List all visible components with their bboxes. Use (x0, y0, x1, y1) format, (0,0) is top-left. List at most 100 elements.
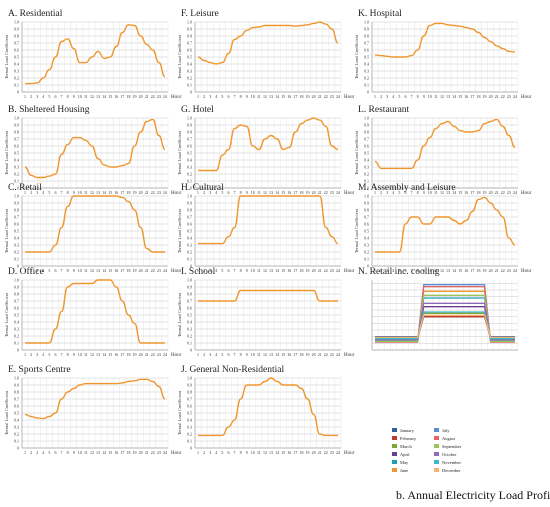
y-tick-label: 0.3 (364, 165, 369, 170)
x-tick-label: 19 (483, 268, 487, 273)
y-tick-label: 1.0 (364, 194, 369, 199)
y-tick-label: 0.2 (14, 250, 19, 255)
legend-label: March (400, 444, 412, 449)
x-tick-label: 4 (392, 190, 394, 195)
x-tick-label: 6 (227, 94, 229, 99)
x-tick-label: 13 (446, 94, 450, 99)
series-line (375, 294, 515, 342)
x-tick-label: 5 (48, 268, 50, 273)
x-tick-label: 9 (73, 268, 75, 273)
x-tick-label: 24 (336, 352, 340, 357)
x-tick-label: 15 (281, 268, 285, 273)
y-tick-label: 0.9 (187, 383, 192, 388)
x-tick-label: 8 (240, 94, 242, 99)
y-tick-label: 0.5 (364, 151, 369, 156)
x-tick-label: 6 (54, 352, 56, 357)
x-tick-label: 19 (133, 352, 137, 357)
y-tick-label: 0 (367, 186, 369, 191)
y-tick-label: 0.9 (14, 123, 19, 128)
x-tick-label: 4 (215, 268, 217, 273)
x-tick-label: 5 (398, 94, 400, 99)
x-tick-label: 21 (145, 268, 149, 273)
x-tick-label: 18 (126, 268, 130, 273)
chart-panel: H. Cultural00.10.20.30.40.50.60.70.80.91… (177, 183, 355, 274)
y-tick-label: 1.0 (187, 194, 192, 199)
y-tick-label: 0.5 (187, 151, 192, 156)
x-tick-label: 12 (263, 190, 267, 195)
legend-label: June (400, 468, 408, 473)
x-axis-label: Hour (344, 353, 355, 358)
x-tick-label: 12 (263, 268, 267, 273)
y-tick-label: 0.3 (364, 243, 369, 248)
y-tick-label: 0.4 (364, 62, 369, 67)
y-tick-label: 0 (190, 348, 192, 353)
x-tick-label: 17 (470, 190, 474, 195)
x-tick-label: 3 (386, 94, 388, 99)
x-tick-label: 16 (114, 352, 118, 357)
x-tick-label: 1 (24, 94, 26, 99)
y-tick-label: 0.2 (187, 432, 192, 437)
y-tick-label: 1.0 (14, 194, 19, 199)
x-tick-label: 4 (215, 190, 217, 195)
x-tick-label: 15 (281, 94, 285, 99)
x-tick-label: 15 (458, 190, 462, 195)
y-tick-label: 0.9 (14, 285, 19, 290)
x-tick-label: 6 (227, 450, 229, 455)
x-tick-label: 9 (423, 268, 425, 273)
x-tick-label: 10 (251, 352, 255, 357)
y-tick-label: 0.1 (187, 83, 192, 88)
y-tick-label: 0 (17, 446, 19, 451)
panel-title: L. Restaurant (358, 105, 410, 115)
x-tick-label: 5 (398, 190, 400, 195)
panel-title: A. Residential (8, 9, 63, 19)
x-tick-label: 16 (287, 268, 291, 273)
y-tick-label: 0.2 (187, 334, 192, 339)
x-tick-label: 1 (24, 190, 26, 195)
x-tick-label: 11 (84, 94, 88, 99)
series-line (198, 195, 339, 245)
y-tick-label: 0.3 (187, 425, 192, 430)
x-tick-label: 2 (380, 268, 382, 273)
y-tick-label: 0.7 (187, 41, 192, 46)
x-tick-label: 7 (61, 190, 63, 195)
legend-label: February (400, 436, 417, 441)
x-tick-label: 18 (476, 268, 480, 273)
x-tick-label: 23 (330, 450, 334, 455)
x-tick-label: 7 (411, 268, 413, 273)
panel-title: I. School (181, 267, 216, 277)
x-tick-label: 20 (139, 352, 143, 357)
x-tick-label: 17 (120, 268, 124, 273)
y-tick-label: 0.3 (187, 327, 192, 332)
x-tick-label: 3 (386, 268, 388, 273)
series-line (198, 289, 338, 302)
series-line (375, 196, 516, 253)
x-tick-label: 8 (67, 450, 69, 455)
y-tick-label: 0.5 (14, 411, 19, 416)
x-tick-label: 18 (299, 352, 303, 357)
x-tick-label: 22 (151, 190, 155, 195)
legend-swatch (434, 436, 439, 440)
x-tick-label: 18 (126, 94, 130, 99)
x-axis-label: Hour (344, 269, 355, 274)
x-tick-label: 21 (318, 190, 322, 195)
y-tick-label: 0.6 (14, 48, 19, 53)
x-tick-label: 15 (281, 450, 285, 455)
panel-title: H. Cultural (181, 183, 224, 193)
x-tick-label: 20 (312, 450, 316, 455)
y-axis-label: Termal Load Coefficient (4, 292, 9, 337)
panel-title: F. Leisure (181, 9, 219, 19)
x-tick-label: 6 (227, 190, 229, 195)
y-tick-label: 0.9 (14, 383, 19, 388)
x-tick-label: 13 (269, 190, 273, 195)
x-tick-label: 10 (78, 450, 82, 455)
legend-label: October (442, 452, 457, 457)
x-tick-label: 8 (67, 190, 69, 195)
x-tick-label: 13 (269, 450, 273, 455)
y-tick-label: 0.2 (187, 76, 192, 81)
x-tick-label: 5 (48, 450, 50, 455)
legend-swatch (434, 452, 439, 456)
x-tick-label: 21 (145, 450, 149, 455)
x-tick-label: 19 (133, 190, 137, 195)
x-tick-label: 20 (139, 268, 143, 273)
x-tick-label: 20 (139, 450, 143, 455)
